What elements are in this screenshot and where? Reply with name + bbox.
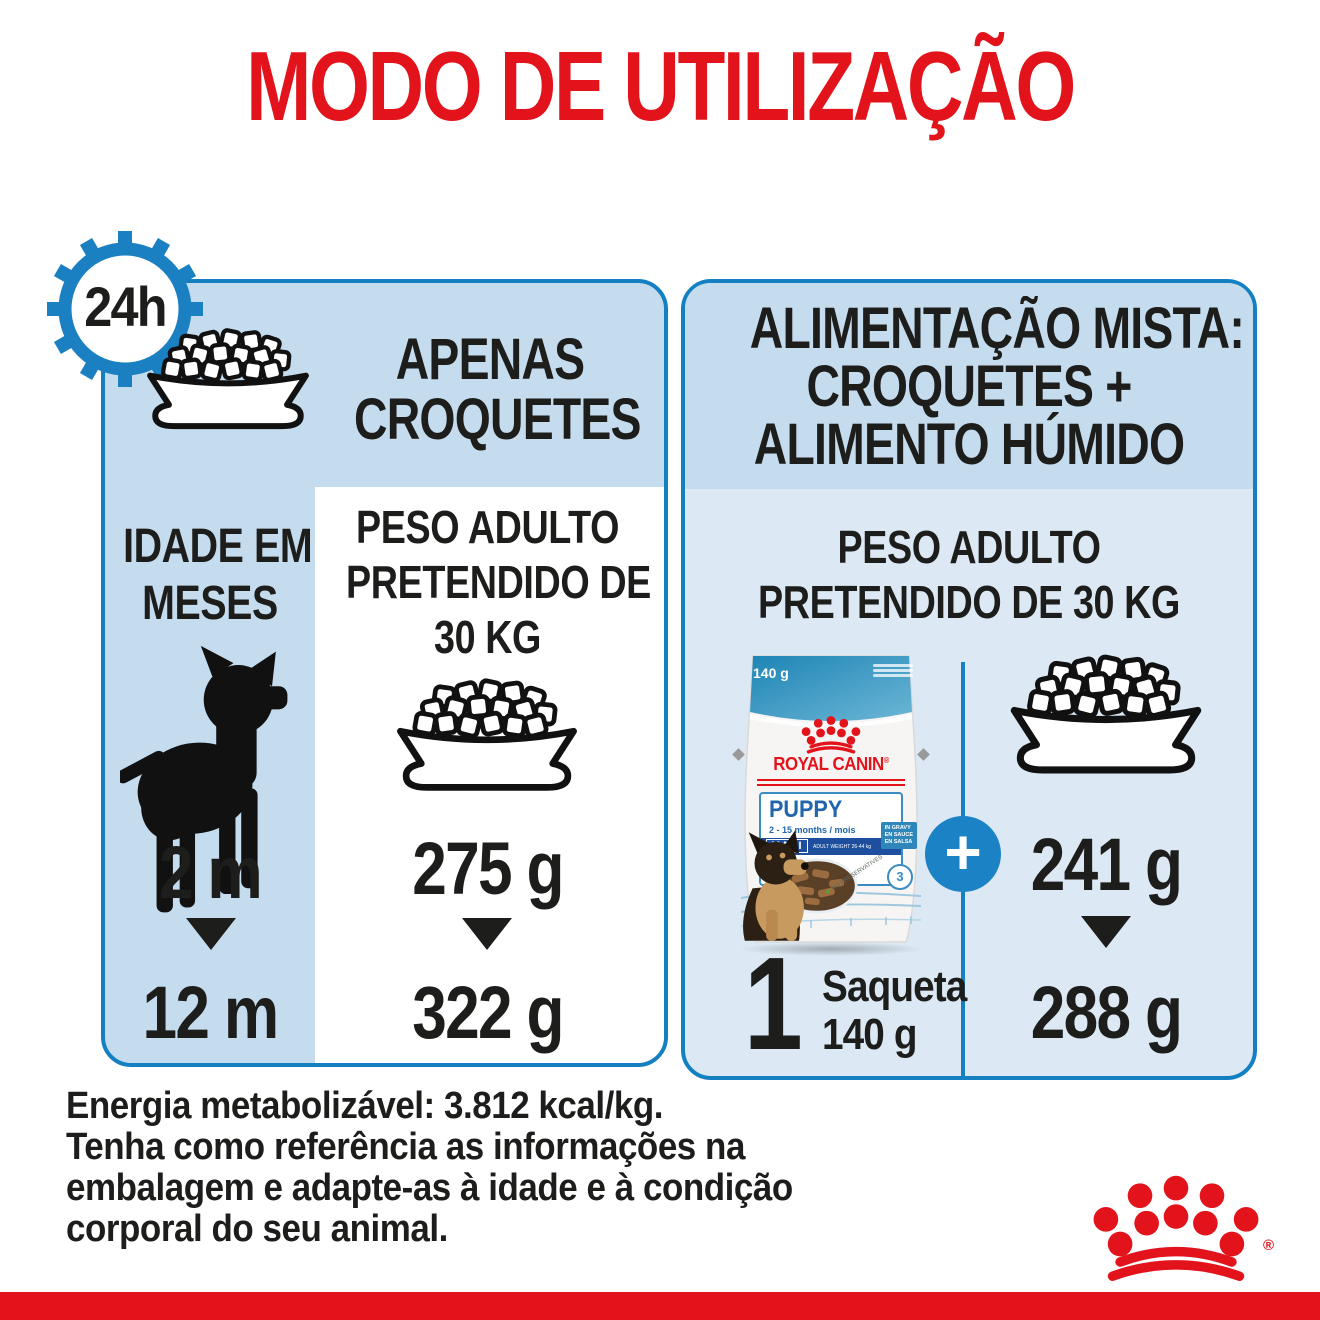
left-panel-title-line1: APENAS xyxy=(395,327,585,392)
page-title: MODO DE UTILIZAÇÃO xyxy=(246,31,1076,141)
gravy-line2: EN SAUCE xyxy=(884,832,913,838)
right-panel-title-line2: CROQUETES + xyxy=(806,354,1132,419)
plus-icon: + xyxy=(925,816,1001,892)
footer-line4: corporal do seu animal. xyxy=(66,1208,448,1250)
weight-column-header: PESO ADULTO PRETENDIDO DE 30 KG xyxy=(346,500,651,665)
age-header-line2: MESES xyxy=(142,577,278,630)
weight-header-line1: PESO ADULTO xyxy=(355,501,620,553)
pouch-fineprint xyxy=(873,664,913,679)
right-weight-header-line2: PRETENDIDO DE 30 KG xyxy=(758,576,1180,628)
registered-mark: ® xyxy=(883,756,890,765)
panel-mixed-header-background xyxy=(685,283,1253,489)
kibble-bowl-icon xyxy=(138,326,318,430)
puppy-photo xyxy=(739,830,831,942)
pouch-brand-text: ROYAL CANIN xyxy=(773,754,884,774)
pouch-stage-badge: 3 xyxy=(887,864,913,890)
clock-label: 24h xyxy=(84,275,167,338)
kibble-to-value: 322 g xyxy=(412,971,564,1054)
left-panel-title-line2: CROQUETES xyxy=(354,387,642,452)
gravy-label: IN GRAVY EN SAUCE EN SALSA xyxy=(880,822,917,849)
down-arrow-icon xyxy=(462,918,512,950)
bottom-red-band xyxy=(0,1292,1320,1320)
gravy-line3: EN SALSA xyxy=(884,839,913,845)
wet-food-pouch: 140 g ROYAL CANIN® PUPPY 2 - 15 months /… xyxy=(732,650,930,948)
puppy-silhouette-icon xyxy=(116,642,298,930)
weight-header-line3: 30 KG xyxy=(434,611,541,663)
left-panel-title: APENAS CROQUETES xyxy=(354,327,642,452)
pouch-count: 1 xyxy=(744,930,803,1077)
right-panel-title: ALIMENTAÇÃO MISTA: CROQUETES + ALIMENTO … xyxy=(749,296,1245,477)
down-arrow-icon xyxy=(186,918,236,950)
clock-24h-icon: 24h xyxy=(37,221,213,397)
pouch-size-detail: ADULT WEIGHT 26-44 kg xyxy=(813,844,872,850)
mixed-kibble-from-value: 241 g xyxy=(1030,823,1183,906)
footer-line2: Tenha como referência as informações na xyxy=(66,1126,745,1168)
pouch-product-name: PUPPY xyxy=(769,796,843,823)
right-weight-header-line1: PESO ADULTO xyxy=(837,521,1101,573)
pouch-brand: ROYAL CANIN® xyxy=(743,754,920,775)
pouch-shadow xyxy=(737,942,925,956)
pouch-brand-rule xyxy=(757,779,905,789)
pouch-unit-weight: 140 g xyxy=(822,1010,917,1059)
gravy-line1: IN GRAVY xyxy=(884,825,911,831)
kibble-bowl-icon xyxy=(1000,652,1212,774)
pouch-weight-label: 140 g xyxy=(753,665,789,681)
age-header-line1: IDADE EM xyxy=(123,520,313,573)
right-panel-title-line3: ALIMENTO HÚMIDO xyxy=(753,412,1185,477)
footer-line3: embalagem e adapte-as à idade e à condiç… xyxy=(66,1167,793,1209)
royal-canin-crown-icon xyxy=(799,714,863,754)
age-from-value: 2 m xyxy=(158,831,263,914)
kibble-bowl-icon xyxy=(387,676,587,792)
weight-header-line2: PRETENDIDO DE xyxy=(346,556,651,608)
right-panel-title-line1: ALIMENTAÇÃO MISTA: xyxy=(749,296,1245,361)
age-to-value: 12 m xyxy=(142,971,280,1054)
footer-note: Energia metabolizável: 3.812 kcal/kg. Te… xyxy=(66,1086,793,1250)
royal-canin-logo: ® xyxy=(1086,1170,1274,1281)
pouch-age-range: 2 - 15 months / mois xyxy=(769,825,856,835)
footer-line1: Energia metabolizável: 3.812 kcal/kg. xyxy=(66,1085,664,1127)
registered-mark: ® xyxy=(1262,1237,1274,1254)
kibble-from-value: 275 g xyxy=(412,827,564,910)
mixed-kibble-to-value: 288 g xyxy=(1030,971,1183,1054)
right-weight-header: PESO ADULTO PRETENDIDO DE 30 KG xyxy=(744,520,1193,630)
down-arrow-icon xyxy=(1081,916,1131,948)
age-column-header: IDADE EM MESES xyxy=(123,518,313,632)
pouch-unit: Saqueta xyxy=(822,962,967,1011)
